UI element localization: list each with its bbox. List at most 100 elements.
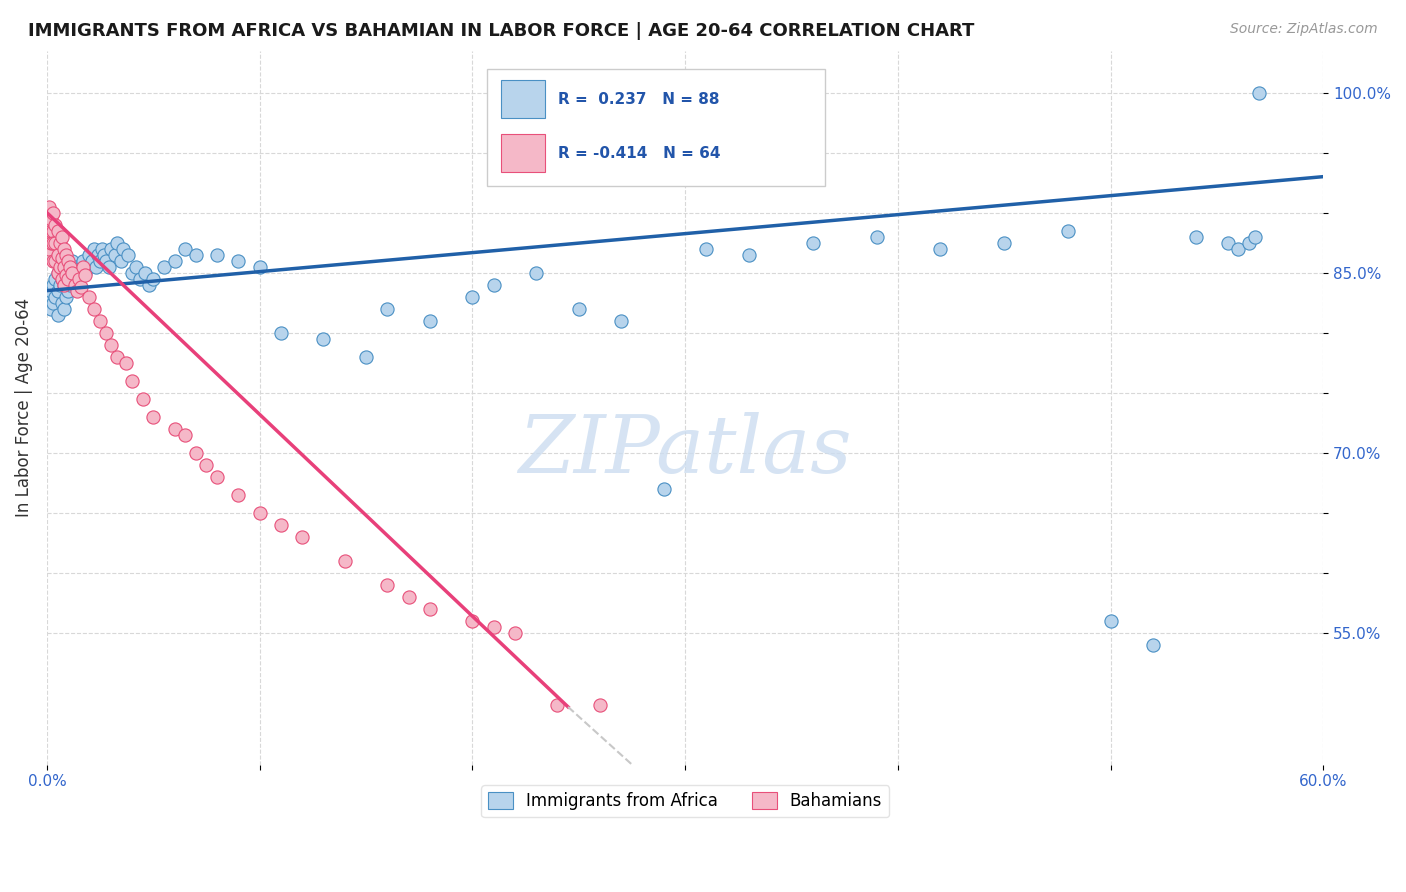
Point (59, 260, 82, 274)
Point (1142, 638, 1164, 652)
Point (46, 266, 69, 280)
Point (46, 224, 69, 238)
Point (129, 271, 152, 285)
Point (84, 260, 107, 274)
Point (205, 469, 228, 483)
Legend: Immigrants from Africa, Bahamians: Immigrants from Africa, Bahamians (481, 785, 889, 817)
Y-axis label: In Labor Force | Age 20-64: In Labor Force | Age 20-64 (15, 298, 32, 517)
Point (59, 260, 82, 274)
Point (75, 268, 97, 282)
Point (174, 242, 197, 256)
Point (38, 242, 60, 256)
Point (1244, 229, 1267, 244)
Point (249, 506, 271, 520)
Point (38, 290, 60, 304)
Point (163, 253, 186, 268)
Point (96, 253, 118, 268)
Point (110, 253, 132, 268)
Point (80, 253, 103, 268)
Point (134, 266, 156, 280)
Point (42, 253, 65, 268)
Point (249, 260, 271, 274)
Point (51, 251, 73, 265)
Point (100, 337, 122, 351)
Point (42, 224, 65, 238)
Point (44, 271, 66, 285)
Point (63, 277, 86, 292)
Point (39, 224, 62, 238)
Point (42, 295, 65, 310)
Point (89, 313, 111, 327)
Point (76, 260, 98, 274)
Point (67, 271, 90, 285)
Point (55, 247, 77, 261)
Point (46, 266, 69, 280)
Point (38, 229, 60, 244)
Point (1237, 235, 1260, 250)
Point (503, 625, 526, 640)
Point (524, 266, 547, 280)
Point (79, 290, 101, 304)
Point (42, 205, 65, 219)
Point (51, 271, 73, 285)
Point (184, 445, 207, 459)
Point (142, 271, 165, 285)
Point (44, 290, 66, 304)
Point (52, 260, 75, 274)
Point (184, 247, 207, 261)
Point (865, 229, 887, 244)
Point (55, 290, 77, 304)
Point (87, 247, 110, 261)
Point (52, 301, 75, 316)
Point (62, 271, 84, 285)
Text: ZIPatlas: ZIPatlas (519, 412, 852, 489)
Point (46, 308, 69, 322)
Point (312, 332, 335, 346)
Point (568, 301, 591, 316)
Point (66, 266, 89, 280)
Point (51, 271, 73, 285)
Point (398, 590, 420, 604)
Point (75, 266, 97, 280)
Point (228, 253, 250, 268)
Point (39, 211, 62, 226)
Point (419, 601, 441, 615)
Point (461, 290, 484, 304)
Point (546, 698, 568, 712)
Point (1057, 224, 1080, 238)
Point (48, 235, 70, 250)
Point (1099, 614, 1122, 628)
Point (42, 277, 65, 292)
Point (738, 247, 761, 261)
Point (1184, 229, 1206, 244)
Point (112, 242, 135, 256)
Point (52, 242, 75, 256)
Point (63, 260, 86, 274)
Point (62, 253, 84, 268)
Point (333, 553, 356, 567)
Point (105, 350, 128, 364)
Point (72, 260, 94, 274)
Point (610, 313, 633, 327)
Point (83, 242, 105, 256)
Point (695, 242, 717, 256)
Point (44, 235, 66, 250)
Point (121, 266, 143, 280)
Point (52, 277, 75, 292)
Point (55, 268, 77, 282)
Point (48, 260, 70, 274)
Point (55, 271, 77, 285)
Point (56, 253, 79, 268)
Point (48, 277, 70, 292)
Point (38, 200, 60, 214)
Point (83, 301, 105, 316)
Point (589, 698, 612, 712)
Point (44, 253, 66, 268)
Point (174, 427, 197, 442)
Point (993, 235, 1015, 250)
Point (205, 247, 228, 261)
Point (270, 326, 292, 340)
Point (67, 271, 90, 285)
Point (39, 235, 62, 250)
Point (48, 260, 70, 274)
